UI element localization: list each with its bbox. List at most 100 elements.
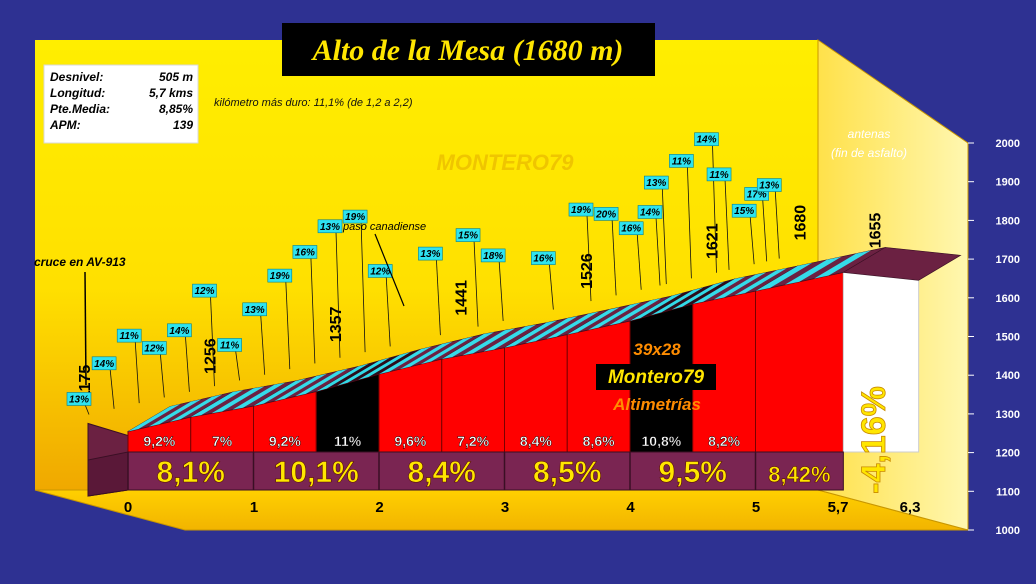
road-stripe (211, 386, 265, 414)
road-stripe (462, 328, 516, 356)
road-stripe (337, 357, 390, 386)
road-stripe (546, 311, 599, 339)
y-axis: 1000 1100 1200 1300 1400 1500 1600 1700 1800 1900… (968, 138, 1020, 537)
road-stripe (483, 324, 537, 352)
road-stripe (169, 394, 223, 422)
altitude-label: 1357 (328, 306, 345, 342)
gradient-tag-leader (548, 263, 554, 310)
credit-name: Montero79 (608, 367, 705, 388)
gradient-tag-label: 11% (120, 331, 139, 342)
credit-brand: Altimetrías (612, 395, 701, 414)
gradient-tag-leader (611, 219, 617, 296)
gradient-tag-box (643, 175, 669, 190)
segment-gradient-label: 10,8% (642, 433, 682, 449)
gradient-tag-leader (360, 222, 366, 353)
x-tick-label: 5,7 (828, 499, 849, 516)
gradient-tag-box (267, 268, 293, 283)
gradient-tag-label: 12% (144, 343, 164, 354)
gradient-tag-box (694, 132, 719, 147)
gradient-tag-label: 11% (709, 170, 728, 181)
road-segment (842, 247, 962, 281)
stat-label: APM: (49, 118, 81, 132)
gradient-tag-box (480, 248, 506, 263)
km-average-band: 8,1% 10,1% 8,4% 8,5% 9,5% 8,42% (87, 451, 844, 497)
segment-gradient-label: 8,6% (583, 433, 615, 449)
road-stripe (784, 256, 842, 285)
annotation-label: (fin de asfalto) (831, 146, 907, 160)
segment-gradient-label: 8,2% (708, 433, 740, 449)
segment-gradient-label: 7,2% (457, 433, 489, 449)
road-stripe (274, 373, 327, 402)
road-stripe (630, 293, 683, 321)
segment-gradient-label: 11% (334, 433, 362, 449)
altitude-label: 1680 (792, 205, 809, 241)
gradient-tag-leader (774, 190, 780, 259)
segment-gradient-label: 7% (212, 433, 233, 449)
gradient-tag-leader (655, 217, 661, 286)
gradient-tag-label: 14% (169, 326, 189, 337)
annotation-label: cruce en AV-913 (34, 255, 126, 269)
hardest-km-note: kilómetro más duro: 11,1% (de 1,2 a 2,2) (214, 97, 413, 109)
segment-gradients: 9,2% 7% 9,2% 11% 9,6% 7,2% 8,4% 8,6% 10,8% 8,2% -4… (143, 386, 893, 495)
gradient-tag-label: 13% (420, 249, 440, 260)
gradient-tag-box (292, 245, 318, 259)
gradient-tag-box (317, 219, 343, 234)
gradient-tag-label: 16% (295, 247, 315, 258)
gradient-tag-box (342, 209, 368, 224)
gradient-tag-leader (749, 216, 755, 265)
gradient-tag-box (66, 392, 92, 406)
road-stripe (814, 250, 871, 279)
road-stripe (399, 341, 453, 370)
gradient-tag-leader (498, 260, 504, 321)
gradient-tag-label: 12% (194, 286, 214, 297)
gradient-tag-box (706, 167, 732, 182)
km-average-label: 9,5% (659, 456, 727, 489)
segment-gradient-label: 9,6% (394, 433, 426, 449)
road-stripe (713, 272, 767, 300)
gradient-tag-label: 14% (94, 359, 114, 370)
y-tick-label: 1600 (996, 293, 1020, 305)
gradient-tag-box (217, 338, 242, 352)
gradient-tag-box (116, 328, 142, 343)
km-band-cap (87, 451, 129, 497)
road-stripe (295, 368, 348, 397)
gradient-tag-leader (310, 257, 316, 364)
y-tick-label: 1800 (996, 215, 1020, 227)
gradient-tag-label: 13% (320, 222, 340, 233)
gradient-tag-box (418, 246, 443, 261)
road-stripe (671, 281, 725, 310)
gradient-tag-leader (636, 233, 642, 290)
road-stripe (128, 404, 181, 432)
gradient-tag-box (618, 221, 644, 236)
gradient-tag-box (142, 341, 167, 355)
gradient-tag-box (731, 203, 757, 218)
gradient-tag-leader (436, 259, 441, 336)
y-tick-label: 1200 (996, 448, 1020, 460)
x-tick-label: 2 (375, 499, 383, 516)
chart-title: Alto de la Mesa (1680 m) (311, 34, 624, 67)
gradient-tag-leader (235, 350, 240, 381)
gradient-tag-leader (385, 276, 391, 347)
gradient-tag-label: 17% (747, 189, 767, 200)
stat-label: Pte.Media: (50, 102, 110, 116)
y-tick-label: 1000 (996, 525, 1020, 537)
gradient-tags: 13% 14% 11% 12% 14% 12% 11% 13% 19% 16% 13% 19% 12% 1… (66, 132, 782, 415)
gradient-tag-label: 20% (595, 209, 616, 220)
watermark-text: MONTERO79 (437, 150, 575, 175)
gradient-tag-label: 14% (640, 207, 660, 218)
gradient-tag-label: 14% (696, 135, 716, 146)
gradient-tag-leader (661, 188, 667, 285)
km-average-label: 8,42% (768, 462, 830, 487)
segment-gradient-label: 9,2% (143, 433, 175, 449)
y-tick-label: 1100 (996, 486, 1020, 498)
stat-value: 505 m (159, 70, 193, 84)
km-average-label: 8,4% (408, 456, 476, 489)
credit-name-box (596, 364, 716, 390)
annotations: cruce en AV-913 paso canadiense antenas (fi… (34, 127, 907, 386)
x-tick-label: 6,3 (900, 499, 921, 516)
gradient-tag-leader (335, 231, 341, 358)
road-stripe (734, 268, 788, 296)
gradient-tag-leader (210, 296, 215, 387)
gradient-tag-box (568, 202, 594, 217)
